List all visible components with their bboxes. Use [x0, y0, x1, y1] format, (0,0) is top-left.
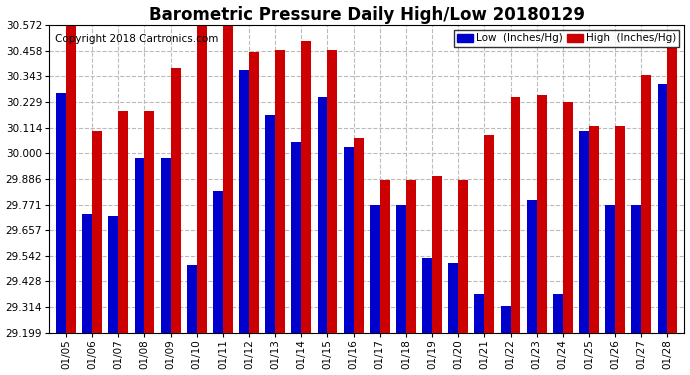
Bar	[161, 158, 170, 375]
Bar	[667, 48, 678, 375]
Bar	[66, 26, 76, 375]
Bar	[92, 131, 102, 375]
Bar	[370, 205, 380, 375]
Bar	[118, 111, 128, 375]
Bar	[249, 53, 259, 375]
Bar	[135, 158, 144, 375]
Bar	[380, 180, 390, 375]
Bar	[328, 50, 337, 375]
Bar	[501, 306, 511, 375]
Text: Copyright 2018 Cartronics.com: Copyright 2018 Cartronics.com	[55, 34, 219, 44]
Bar	[526, 200, 537, 375]
Bar	[579, 131, 589, 375]
Bar	[275, 50, 285, 375]
Bar	[56, 93, 66, 375]
Bar	[605, 205, 615, 375]
Bar	[317, 97, 328, 375]
Bar	[432, 176, 442, 375]
Bar	[615, 126, 625, 375]
Bar	[484, 135, 494, 375]
Bar	[213, 191, 223, 375]
Bar	[458, 180, 469, 375]
Bar	[170, 68, 181, 375]
Bar	[631, 205, 641, 375]
Bar	[511, 97, 520, 375]
Bar	[563, 102, 573, 375]
Bar	[396, 205, 406, 375]
Bar	[641, 75, 651, 375]
Bar	[537, 95, 546, 375]
Bar	[144, 111, 155, 375]
Bar	[223, 26, 233, 375]
Bar	[239, 70, 249, 375]
Bar	[302, 41, 311, 375]
Bar	[406, 180, 416, 375]
Bar	[589, 126, 599, 375]
Bar	[82, 214, 92, 375]
Title: Barometric Pressure Daily High/Low 20180129: Barometric Pressure Daily High/Low 20180…	[149, 6, 584, 24]
Bar	[344, 147, 354, 375]
Bar	[108, 216, 118, 375]
Bar	[448, 263, 458, 375]
Bar	[265, 115, 275, 375]
Bar	[658, 84, 667, 375]
Bar	[291, 142, 302, 375]
Bar	[187, 265, 197, 375]
Bar	[553, 294, 563, 375]
Bar	[354, 138, 364, 375]
Bar	[475, 294, 484, 375]
Legend: Low  (Inches/Hg), High  (Inches/Hg): Low (Inches/Hg), High (Inches/Hg)	[454, 30, 679, 46]
Bar	[197, 26, 207, 375]
Bar	[422, 258, 432, 375]
